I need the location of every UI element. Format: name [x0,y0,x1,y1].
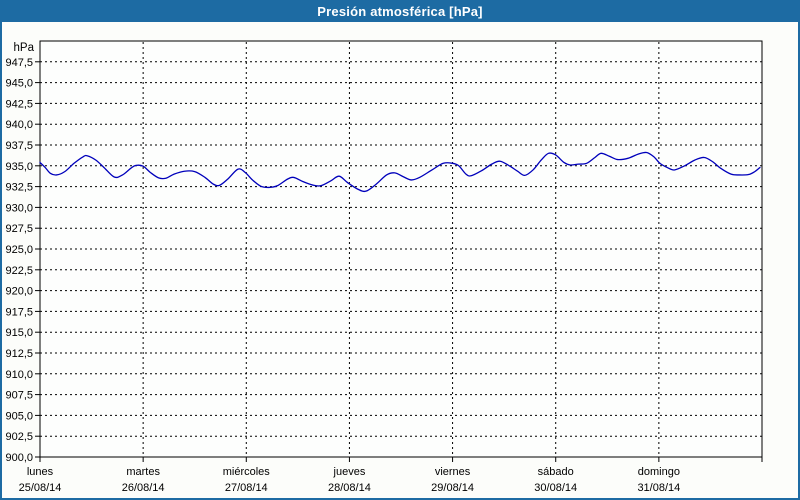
x-date-label: 28/08/14 [328,482,371,494]
x-day-label: lunes [27,466,54,478]
y-tick-label: 937,5 [5,140,33,152]
x-day-label: viernes [435,466,471,478]
x-date-label: 29/08/14 [431,482,474,494]
y-tick-label: 932,5 [5,182,33,194]
y-tick-label: 940,0 [5,119,33,131]
x-date-label: 25/08/14 [19,482,62,494]
y-tick-label: 942,5 [5,98,33,110]
y-tick-label: 905,0 [5,410,33,422]
x-date-label: 26/08/14 [122,482,165,494]
y-axis: 947,5 945,0 942,5 940,0 937,5 935,0 932,5 930,0… [5,57,762,464]
y-tick-label: 907,5 [5,390,33,402]
y-tick-label: 927,5 [5,223,33,235]
x-day-label: domingo [638,466,680,478]
y-tick-label: 900,0 [5,452,33,464]
y-tick-label: 920,0 [5,286,33,298]
y-tick-label: 917,5 [5,306,33,318]
y-tick-label: 902,5 [5,431,33,443]
x-day-label: jueves [333,466,366,478]
y-axis-unit-label: hPa [14,42,35,54]
x-axis: lunes 25/08/14 martes 26/08/14 miércoles 27/0… [19,42,763,494]
y-tick-label: 915,0 [5,327,33,339]
page-title: Presión atmosférica [hPa] [317,3,483,19]
y-tick-label: 925,0 [5,244,33,256]
y-tick-label: 930,0 [5,202,33,214]
y-tick-label: 922,5 [5,265,33,277]
title-bar: Presión atmosférica [hPa] [2,0,798,22]
pressure-line [39,151,761,193]
x-day-label: miércoles [223,466,271,478]
x-date-label: 31/08/14 [637,482,680,494]
y-tick-label: 910,0 [5,369,33,381]
y-tick-label: 935,0 [5,161,33,173]
y-tick-label: 912,5 [5,348,33,360]
plot-border [39,40,763,458]
x-day-label: martes [126,466,160,478]
x-date-label: 30/08/14 [534,482,577,494]
y-tick-label: 947,5 [5,57,33,69]
y-tick-label: 945,0 [5,78,33,90]
x-date-label: 27/08/14 [225,482,268,494]
x-day-label: sábado [538,466,574,478]
